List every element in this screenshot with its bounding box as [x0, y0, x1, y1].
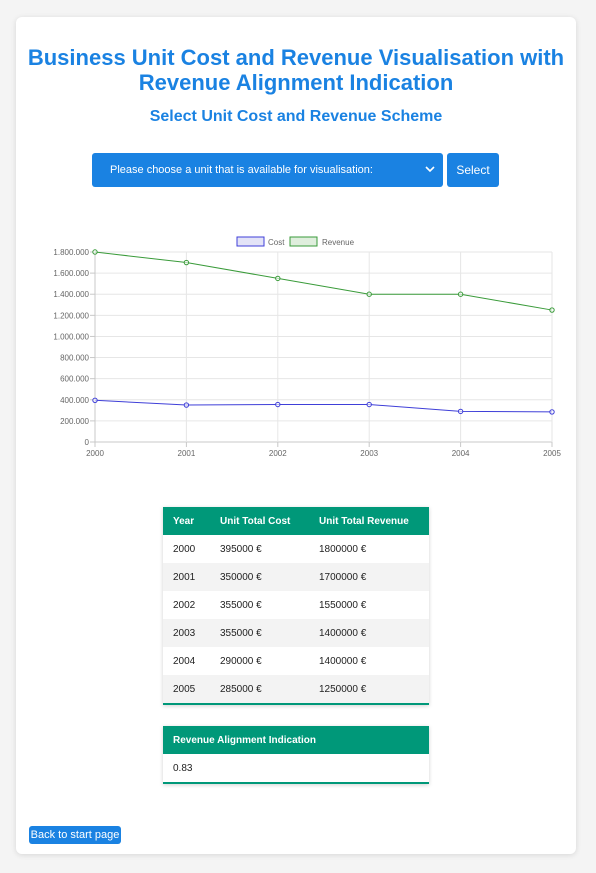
cell-year: 2000 — [173, 543, 196, 555]
page-title-line2: Revenue Alignment Indication — [138, 70, 454, 95]
select-button[interactable]: Select — [447, 153, 499, 187]
cell-revenue: 1800000 € — [319, 543, 367, 555]
cost-revenue-table: Year Unit Total Cost Unit Total Revenue … — [163, 507, 429, 705]
cell-revenue: 1400000 € — [309, 619, 429, 647]
cell-revenue: 1700000 € — [309, 563, 429, 591]
column-header-cost: Unit Total Cost — [210, 507, 309, 535]
cell-year: 2005 — [163, 675, 210, 705]
table-header-row: Year Unit Total Cost Unit Total Revenue — [163, 507, 429, 535]
alignment-header: Revenue Alignment Indication — [163, 726, 429, 754]
column-header-year: Year — [163, 507, 210, 535]
alignment-row: 0.83 — [163, 754, 429, 784]
cell-cost: 355000 € — [210, 619, 309, 647]
chevron-down-icon — [425, 153, 435, 201]
main-card: Business Unit Cost and Revenue Visualisa… — [16, 17, 576, 854]
cell-cost: 290000 € — [220, 655, 262, 667]
table-row: 2003 355000 € 1400000 € — [163, 619, 429, 647]
table-row: 2002 355000 € 1550000 € — [163, 591, 429, 619]
page-title-line1: Business Unit Cost and Revenue Visualisa… — [27, 45, 565, 70]
page-title: Business Unit Cost and Revenue Visualisa… — [16, 45, 576, 95]
table-row: 2005 285000 € 1250000 € — [163, 675, 429, 705]
alignment-value: 0.83 — [163, 754, 429, 784]
cell-revenue: 1550000 € — [319, 599, 367, 611]
cell-cost: 395000 € — [220, 543, 262, 555]
back-to-start-button[interactable]: Back to start page — [29, 826, 121, 844]
cell-year: 2003 — [163, 619, 210, 647]
cell-cost: 285000 € — [210, 675, 309, 705]
cell-cost: 350000 € — [210, 563, 309, 591]
page-subtitle: Select Unit Cost and Revenue Scheme — [149, 108, 443, 125]
table-row: 2001 350000 € 1700000 € — [163, 563, 429, 591]
alignment-table: Revenue Alignment Indication 0.83 — [163, 726, 429, 784]
cell-year: 2004 — [173, 655, 196, 667]
cell-year: 2001 — [163, 563, 210, 591]
alignment-header-row: Revenue Alignment Indication — [163, 726, 429, 754]
cell-year: 2002 — [173, 599, 196, 611]
cell-cost: 355000 € — [220, 599, 262, 611]
table-row: 2000 395000 € 1800000 € — [163, 535, 429, 563]
column-header-revenue: Unit Total Revenue — [309, 507, 429, 535]
cell-revenue: 1400000 € — [319, 655, 367, 667]
cell-revenue: 1250000 € — [309, 675, 429, 705]
table-row: 2004 290000 € 1400000 € — [163, 647, 429, 675]
unit-select-value: Please choose a unit that is available f… — [110, 164, 373, 176]
unit-select[interactable]: Please choose a unit that is available f… — [92, 153, 443, 187]
